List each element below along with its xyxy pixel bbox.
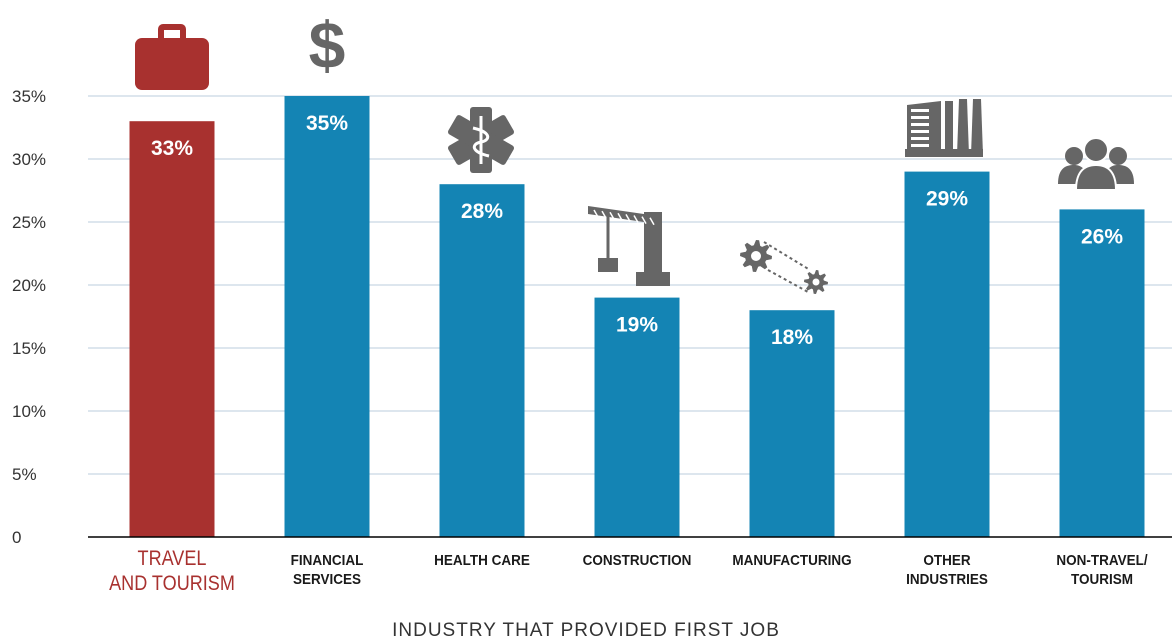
x-tick-label-line: MANUFACTURING [732,552,852,569]
y-tick-label: 35% [12,87,46,106]
x-tick-label-line: INDUSTRIES [906,571,988,588]
x-tick-label: NON-TRAVEL/TOURISM [1035,551,1170,589]
category-icons: $ [135,8,1134,294]
data-label: 28% [461,200,503,223]
data-label: 29% [926,188,968,211]
bar [439,184,525,537]
bar [594,297,680,537]
x-axis-title: INDUSTRY THAT PROVIDED FIRST JOB [392,620,780,641]
factory-icon [905,99,983,157]
crane-icon [588,206,670,286]
x-tick-label: OTHER INDUSTRIES [880,551,1015,589]
y-tick-label: 0 [12,528,21,547]
people-group-icon [1058,137,1134,191]
x-tick-label-line: NON-TRAVEL/ [1056,552,1148,569]
bar [1059,209,1145,537]
y-tick-label: 25% [12,213,46,232]
x-tick-label: TRAVEL AND TOURISM [108,546,237,596]
x-tick-label: FINANCIAL SERVICES [260,551,395,589]
bar [129,121,215,537]
briefcase-icon [135,24,209,90]
x-tick-label-line: CONSTRUCTION [582,552,692,569]
bar [284,96,370,537]
y-axis-ticks: 0 5% 10% 15% 20% 25% 30% 35% [12,87,46,547]
data-label: 35% [306,112,348,135]
x-tick-label-line: TOURISM [1070,571,1134,588]
y-tick-label: 20% [12,276,46,295]
y-tick-label: 10% [12,402,46,421]
x-tick-label-line: OTHER [923,552,971,569]
data-label: 33% [151,137,193,160]
y-tick-label: 30% [12,150,46,169]
x-tick-label: CONSTRUCTION [570,551,705,570]
bar [749,310,835,537]
data-label: 19% [616,314,658,337]
y-tick-label: 5% [12,465,37,484]
x-tick-label-line: SERVICES [292,571,362,588]
data-label: 18% [771,326,813,349]
data-label: 26% [1081,225,1123,248]
svg-text:$: $ [309,8,346,82]
x-tick-label: HEALTH CARE [415,551,550,570]
gears-icon [740,240,828,294]
bars [129,96,1145,537]
x-tick-label-line: TRAVEL [137,547,207,570]
x-tick-label-line: FINANCIAL [290,552,364,569]
x-tick-label-line: AND TOURISM [109,572,235,595]
medical-star-icon [448,107,514,173]
x-tick-label-line: HEALTH CARE [434,552,530,569]
dollar-sign-icon: $ [309,8,346,82]
value-labels: 33% 35% 28% 19% 18% 29% 26% [151,112,1123,349]
y-tick-label: 15% [12,339,46,358]
bar [904,171,990,537]
x-tick-label: MANUFACTURING [725,551,860,570]
